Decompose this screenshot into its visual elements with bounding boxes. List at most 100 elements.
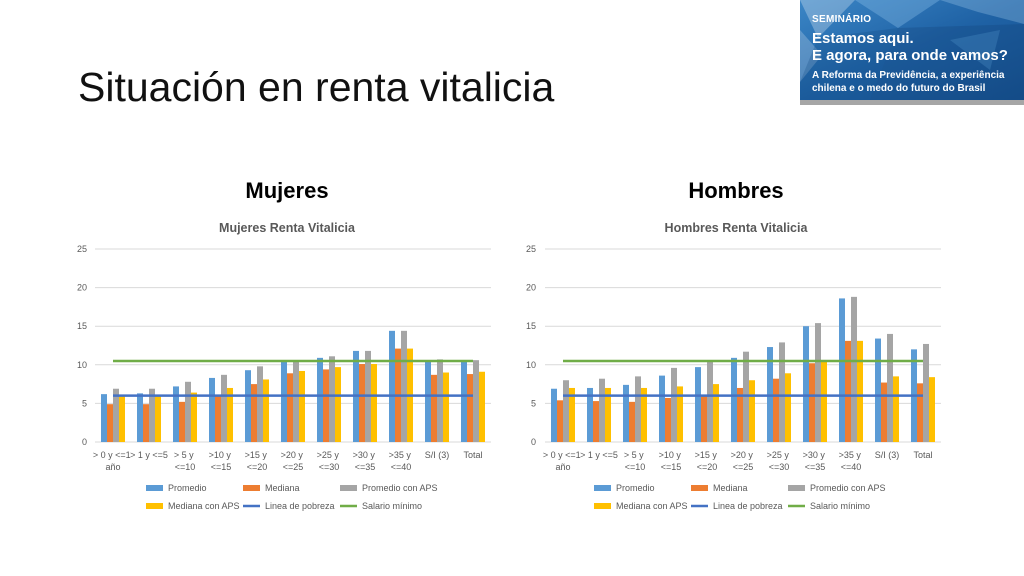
x-tick-label: >10 y <=15 (659, 450, 684, 472)
bar-promedio (425, 361, 431, 442)
y-tick-label: 25 (77, 244, 87, 254)
x-tick-label: >15 y <=20 (245, 450, 270, 472)
bar-mediana-con-aps (713, 384, 719, 442)
x-tick-label: >25 y <=30 (317, 450, 342, 472)
bar-promedio-con-aps (149, 388, 155, 442)
bar-mediana (917, 383, 923, 442)
legend-label-linea-de-pobreza: Linea de pobreza (713, 501, 783, 511)
bar-mediana-con-aps (893, 376, 899, 442)
chart-hombres: Hombres Renta Vitalicia 0 5 10 15 20 25 > 0 y <… (526, 221, 941, 511)
y-tick-label: 10 (526, 360, 536, 370)
legend-label-promedio-con-aps: Promedio con APS (362, 483, 438, 493)
bar-promedio-con-aps (293, 360, 299, 442)
y-tick-label: 5 (531, 398, 536, 408)
bar-promedio-con-aps (257, 366, 263, 442)
section-heading-mujeres: Mujeres (245, 178, 329, 203)
bar-mediana (431, 374, 437, 442)
x-tick-label: > 1 y <=5 (130, 450, 168, 460)
bar-promedio-con-aps (815, 323, 821, 442)
banner-subtitle-2: chilena e o medo do futuro do Brasil (812, 83, 986, 94)
bar-mediana-con-aps (479, 371, 485, 442)
bar-mediana-con-aps (677, 386, 683, 442)
bar-mediana-con-aps (371, 364, 377, 442)
legend-label-mediana: Mediana (265, 483, 300, 493)
bar-promedio-con-aps (887, 333, 893, 442)
bar-mediana-con-aps (785, 373, 791, 442)
x-tick-label: >15 y <=20 (695, 450, 720, 472)
x-tick-label: >20 y <=25 (731, 450, 756, 472)
bar-mediana (557, 400, 563, 442)
bar-mediana-con-aps (119, 394, 125, 442)
x-tick-label: >25 y <=30 (767, 450, 792, 472)
bar-mediana (359, 364, 365, 442)
bar-mediana (467, 374, 473, 442)
bar-mediana (737, 387, 743, 442)
y-tick-label: 15 (526, 321, 536, 331)
slide-title: Situación en renta vitalicia (78, 64, 555, 110)
x-tick-label: > 0 y <=1 año (93, 450, 133, 472)
bar-promedio-con-aps (923, 343, 929, 442)
bar-mediana (881, 382, 887, 442)
banner-subtitle-1: A Reforma da Previdência, a experiência (812, 70, 1005, 81)
bar-mediana (809, 363, 815, 442)
bar-promedio (587, 387, 593, 442)
y-tick-label: 20 (526, 283, 536, 293)
x-tick-label: >20 y <=25 (281, 450, 306, 472)
x-tick-label: >30 y <=35 (353, 450, 378, 472)
legend-label-promedio-con-aps: Promedio con APS (810, 483, 886, 493)
x-tick-label: >30 y <=35 (803, 450, 828, 472)
bar-promedio (209, 377, 215, 442)
bar-promedio-con-aps (473, 360, 479, 442)
bar-mediana-con-aps (299, 370, 305, 442)
bar-mediana-con-aps (191, 392, 197, 442)
legend-label-salario-minimo: Salario mínimo (810, 501, 870, 511)
bar-mediana (701, 394, 707, 442)
bar-promedio-con-aps (185, 381, 191, 442)
bar-mediana (179, 401, 185, 442)
legend-label-mediana-con-aps: Mediana con APS (168, 501, 240, 511)
chart-title: Mujeres Renta Vitalicia (219, 221, 356, 235)
x-tick-label: > 5 y <=10 (174, 450, 196, 472)
legend-swatch-promedio (146, 485, 163, 491)
bar-promedio (281, 360, 287, 442)
chart-title: Hombres Renta Vitalicia (665, 221, 809, 235)
y-tick-label: 20 (77, 283, 87, 293)
bar-promedio-con-aps (779, 342, 785, 442)
legend-swatch-mediana-con-aps (146, 503, 163, 509)
bar-mediana-con-aps (335, 367, 341, 442)
banner-divider (800, 100, 1024, 105)
bar-promedio-con-aps (437, 359, 443, 442)
y-tick-label: 0 (531, 437, 536, 447)
bar-promedio (551, 388, 557, 442)
bar-mediana (323, 369, 329, 442)
legend-label-mediana-con-aps: Mediana con APS (616, 501, 688, 511)
bar-mediana-con-aps (155, 395, 161, 442)
legend-swatch-promedio-con-aps (340, 485, 357, 491)
bar-mediana (593, 401, 599, 442)
bar-mediana-con-aps (605, 387, 611, 442)
bar-promedio (137, 393, 143, 442)
bar-mediana-con-aps (263, 379, 269, 442)
y-tick-label: 15 (77, 321, 87, 331)
bar-mediana (287, 373, 293, 442)
x-tick-label: >10 y <=15 (209, 450, 234, 472)
bar-promedio (623, 384, 629, 442)
bar-mediana-con-aps (443, 372, 449, 442)
bar-mediana-con-aps (641, 387, 647, 442)
chart-mujeres: Mujeres Renta Vitalicia 0 5 10 15 20 25 > 0 y <… (77, 221, 491, 511)
legend-swatch-mediana (243, 485, 260, 491)
x-tick-label: Total (463, 450, 482, 460)
bar-promedio-con-aps (563, 380, 569, 442)
bar-mediana-con-aps (821, 360, 827, 442)
bar-mediana (143, 404, 149, 442)
bar-promedio-con-aps (851, 296, 857, 442)
bar-promedio (245, 370, 251, 442)
seminar-banner: SEMINÁRIO Estamos aqui. E agora, para on… (800, 0, 1024, 100)
bar-promedio (803, 326, 809, 442)
bar-promedio-con-aps (599, 378, 605, 442)
x-tick-label: >35 y <=40 (389, 450, 414, 472)
banner-headline-1: Estamos aqui. (812, 30, 914, 47)
bar-mediana-con-aps (929, 377, 935, 442)
x-tick-label: > 0 y <=1 año (543, 450, 583, 472)
